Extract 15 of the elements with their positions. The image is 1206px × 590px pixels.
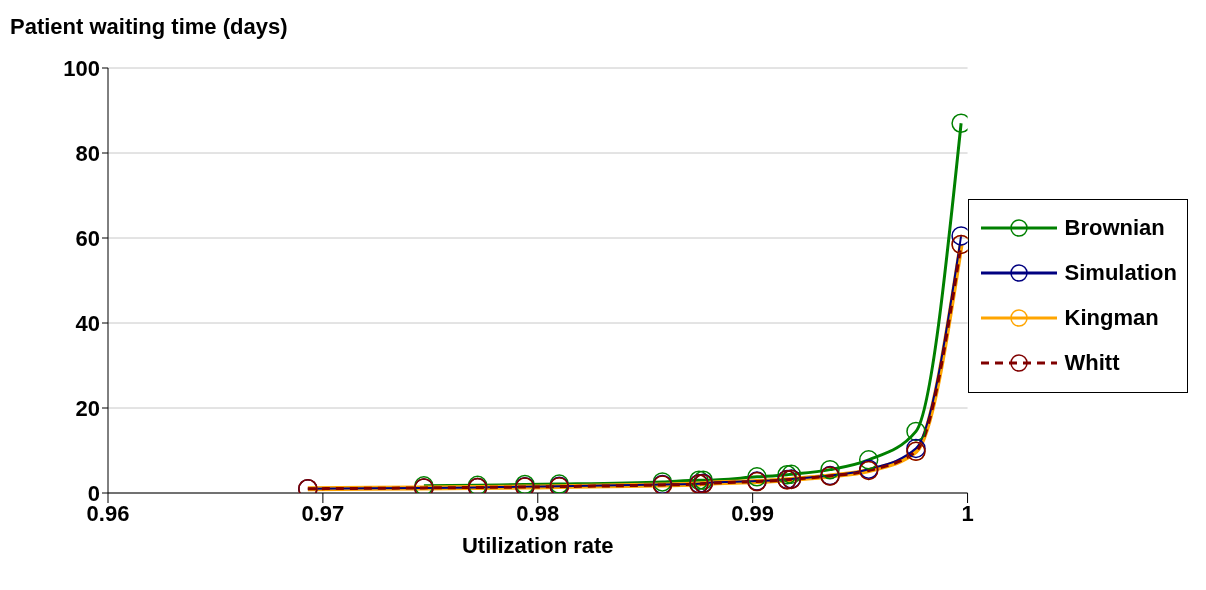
y-tick-label: 100	[63, 55, 100, 81]
y-tick-label: 80	[75, 140, 100, 166]
legend-label: Kingman	[1064, 305, 1159, 331]
y-axis-title: Patient waiting time (days)	[10, 14, 288, 40]
x-tick-label: 0.97	[301, 500, 345, 526]
x-tick-label: 0.99	[731, 500, 775, 526]
y-tick-label: 40	[75, 310, 100, 336]
x-tick-label: 1	[961, 500, 974, 526]
legend-label: Simulation	[1064, 260, 1177, 286]
x-tick-label: 0.98	[516, 500, 560, 526]
y-tick-label: 20	[75, 395, 100, 421]
legend-label: Whitt	[1064, 350, 1120, 376]
y-tick-label: 60	[75, 225, 100, 251]
x-axis-title: Utilization rate	[461, 533, 614, 558]
legend-label: Brownian	[1064, 215, 1165, 241]
